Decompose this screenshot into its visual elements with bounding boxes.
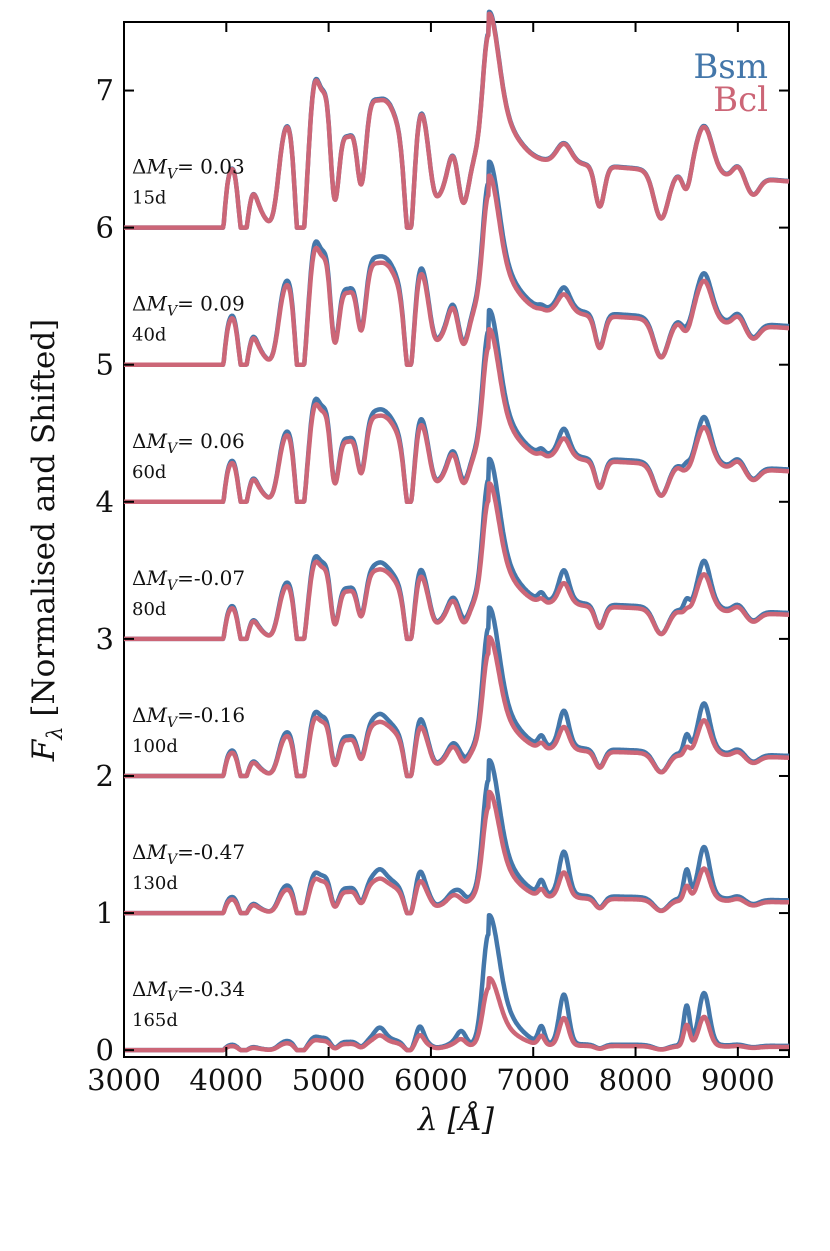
series-layer <box>122 9 791 1053</box>
delta-mv-label-15d: ΔMV= 0.03 <box>132 155 245 183</box>
x-tick-label: 3000 <box>87 1063 161 1097</box>
y-axis-symbol: F <box>26 738 62 762</box>
series-line-bcl-60d <box>122 326 791 505</box>
delta-mv-label-130d: ΔMV=-0.47 <box>132 840 245 868</box>
annotation-layer: ΔMV= 0.03 15d ΔMV= 0.09 40d ΔMV= 0.06 60d ΔMV=… <box>132 155 245 1032</box>
series-line-bcl-15d <box>122 11 791 230</box>
delta-mv-label-100d: ΔMV=-0.16 <box>132 703 245 731</box>
epoch-group-100d <box>122 605 791 779</box>
plot-frame <box>123 21 790 1058</box>
y-axis-title: Fλ [Normalised and Shifted] <box>26 319 67 763</box>
epoch-day-label-60d: 60d <box>132 462 166 483</box>
epoch-day-label-40d: 40d <box>132 325 166 346</box>
epoch-group-60d <box>122 307 791 505</box>
x-tick-label: 8000 <box>599 1063 673 1097</box>
y-axis-subscript: λ <box>43 726 67 740</box>
delta-mv-label-40d: ΔMV= 0.09 <box>132 292 245 320</box>
epoch-group-165d <box>122 912 791 1053</box>
epoch-day-label-80d: 80d <box>132 599 166 620</box>
y-tick-label: 0 <box>96 1033 114 1067</box>
epoch-group-80d <box>122 456 791 642</box>
epoch-group-40d <box>122 159 791 367</box>
series-line-bcl-40d <box>122 173 791 367</box>
delta-mv-label-60d: ΔMV= 0.06 <box>132 429 245 457</box>
epoch-group-15d <box>122 9 791 230</box>
series-line-bcl-80d <box>122 481 791 642</box>
y-tick-label: 6 <box>96 211 114 245</box>
x-tick-label: 4000 <box>189 1063 263 1097</box>
y-tick-label: 1 <box>96 896 114 930</box>
x-tick-label: 9000 <box>701 1063 775 1097</box>
y-tick-label: 3 <box>96 622 114 656</box>
delta-mv-label-80d: ΔMV=-0.07 <box>132 566 245 594</box>
ticks-layer: 3000 4000 5000 6000 7000 8000 9000 0 1 2 3 4 5 6 7 <box>87 22 789 1097</box>
y-axis-rest: [Normalised and Shifted] <box>26 319 62 727</box>
x-axis-title: λ [Å] <box>416 1100 495 1138</box>
series-line-bsm-60d <box>122 307 791 505</box>
delta-mv-label-165d: ΔMV=-0.34 <box>132 977 245 1005</box>
epoch-day-label-165d: 165d <box>132 1010 178 1031</box>
x-tick-label: 7000 <box>496 1063 570 1097</box>
epoch-day-label-100d: 100d <box>132 736 178 757</box>
y-tick-label: 7 <box>96 74 114 108</box>
y-tick-label: 4 <box>96 485 114 519</box>
series-line-bcl-100d <box>122 634 791 779</box>
x-tick-label: 6000 <box>394 1063 468 1097</box>
epoch-day-label-130d: 130d <box>132 873 178 894</box>
y-tick-label: 5 <box>96 348 114 382</box>
x-tick-label: 5000 <box>292 1063 366 1097</box>
series-line-bcl-165d <box>122 975 791 1053</box>
series-line-bsm-40d <box>122 159 791 367</box>
epoch-day-label-15d: 15d <box>132 188 166 209</box>
series-line-bcl-130d <box>122 789 791 916</box>
epoch-group-130d <box>122 758 791 916</box>
legend-entry-bcl: Bcl <box>713 80 768 120</box>
series-line-bsm-15d <box>122 9 791 230</box>
y-tick-label: 2 <box>96 759 114 793</box>
legend-entry-bsm: Bsm <box>693 47 768 87</box>
